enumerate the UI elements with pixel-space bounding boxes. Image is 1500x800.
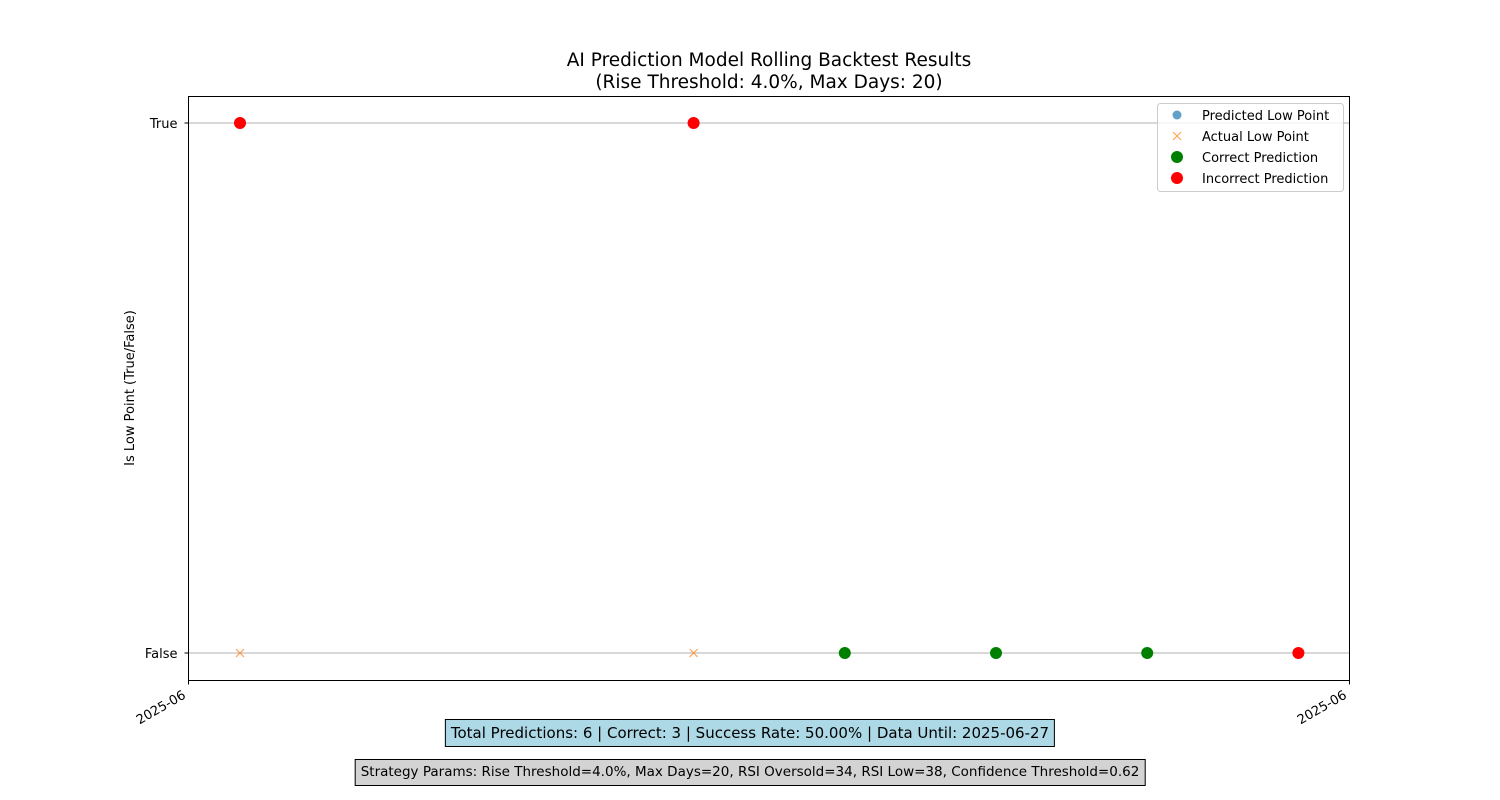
incorrect-prediction-2: [1292, 647, 1305, 659]
correct-prediction-2: [1141, 647, 1154, 659]
summary-text: Total Predictions: 6 | Correct: 3 | Succ…: [450, 724, 1050, 742]
incorrect-prediction-0: [234, 117, 246, 129]
chart-subtitle: (Rise Threshold: 4.0%, Max Days: 20): [595, 72, 942, 93]
y-axis-label: Is Low Point (True/False): [123, 310, 138, 466]
data-marks: [234, 117, 1305, 659]
y-tick-label-1: False: [145, 647, 178, 662]
plot-frame: [188, 96, 1350, 681]
actual-low-point-0: [235, 648, 245, 658]
legend-marker-0: [1172, 110, 1182, 120]
legend-marker-1: [1172, 131, 1182, 141]
legend-marker-2: [1171, 151, 1183, 163]
correct-prediction-1: [990, 647, 1002, 659]
legend-frame: [1157, 103, 1344, 192]
legend-label-3: Incorrect Prediction: [1202, 172, 1328, 187]
incorrect-prediction-1: [687, 117, 700, 129]
actual-low-point-1: [689, 648, 699, 658]
params-box: Strategy Params: Rise Threshold=4.0%, Ma…: [354, 759, 1146, 786]
axis-ticks: True False 2025-06 2025-06: [134, 117, 1350, 728]
summary-box: Total Predictions: 6 | Correct: 3 | Succ…: [444, 719, 1056, 747]
legend-marker-3: [1171, 172, 1183, 184]
y-tick-label-0: True: [149, 117, 178, 132]
legend: Predicted Low Point Actual Low Point Corre…: [1157, 103, 1344, 192]
legend-label-1: Actual Low Point: [1202, 130, 1309, 145]
x-tick-label-0: 2025-06: [134, 688, 189, 728]
correct-prediction-0: [838, 647, 851, 659]
legend-label-2: Correct Prediction: [1202, 151, 1318, 166]
legend-label-0: Predicted Low Point: [1202, 109, 1329, 124]
params-text: Strategy Params: Rise Threshold=4.0%, Ma…: [360, 764, 1140, 780]
gridlines: [188, 122, 1350, 654]
x-tick-label-1: 2025-06: [1295, 688, 1350, 728]
chart-title: AI Prediction Model Rolling Backtest Res…: [567, 50, 971, 71]
